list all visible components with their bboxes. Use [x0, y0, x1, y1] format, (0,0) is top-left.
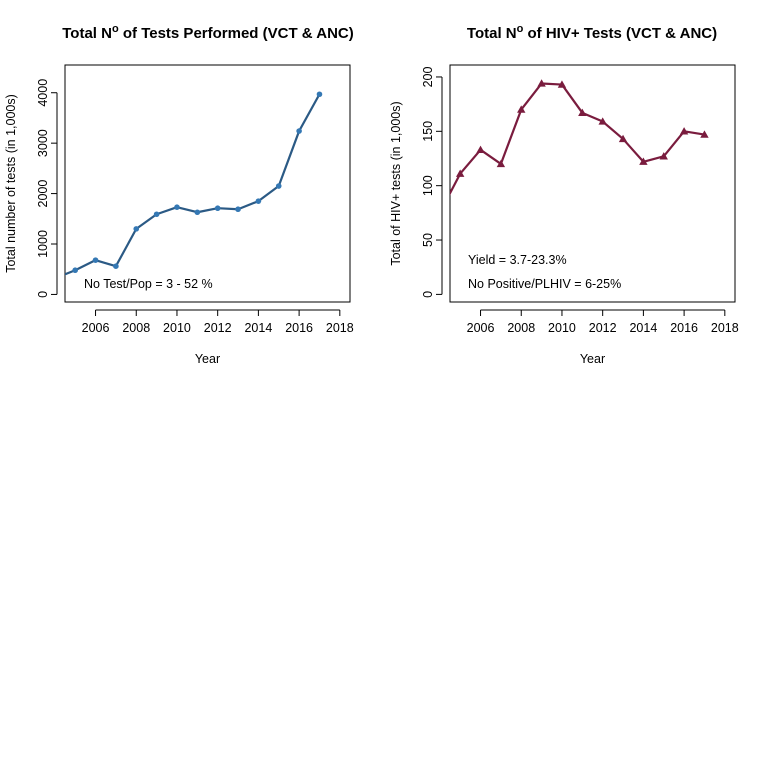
- data-point-2009: [537, 79, 546, 87]
- y-tick-label-200: 200: [421, 66, 435, 87]
- data-point-2012: [598, 117, 607, 125]
- x-tick-label-2006: 2006: [467, 321, 495, 335]
- chart-title-rest: of Tests Performed (VCT & ANC): [119, 25, 354, 42]
- x-tick-label-2014: 2014: [629, 321, 657, 335]
- y-tick-label-2000: 2000: [36, 180, 50, 208]
- x-tick-label-2010: 2010: [163, 321, 191, 335]
- chart-title-superscript: o: [112, 23, 119, 35]
- plot-area: [450, 79, 709, 196]
- data-point-2016: [296, 128, 302, 134]
- annotation-yield-3-7-23-3: Yield = 3.7-23.3%: [468, 253, 567, 267]
- x-tick-label-2012: 2012: [204, 321, 232, 335]
- x-tick-label-2018: 2018: [326, 321, 354, 335]
- x-tick-label-2016: 2016: [670, 321, 698, 335]
- chart-title: Total No of Tests Performed (VCT & ANC): [62, 23, 353, 42]
- annotation-no-test-pop-3-52: No Test/Pop = 3 - 52 %: [84, 277, 213, 291]
- data-point-2010: [557, 80, 567, 88]
- x-tick-label-2016: 2016: [285, 321, 313, 335]
- y-tick-label-0: 0: [421, 291, 435, 298]
- plot-frame: [449, 64, 736, 303]
- series-line-0: [65, 93, 321, 276]
- x-axis-label: Year: [580, 352, 605, 366]
- data-point-2017: [316, 91, 323, 98]
- data-point-2008: [517, 105, 526, 113]
- data-point-2007: [113, 263, 119, 269]
- data-point-2016: [679, 127, 689, 135]
- plot-frame: [64, 64, 351, 303]
- data-point-2014: [639, 157, 648, 165]
- y-axis-label: Total number of tests (in 1,000s): [4, 94, 18, 273]
- data-point-2015: [275, 183, 282, 189]
- y-tick-label-0: 0: [36, 291, 50, 298]
- chart-title-superscript: o: [517, 23, 524, 35]
- y-axis-label: Total of HIV+ tests (in 1,000s): [389, 101, 403, 265]
- data-point-2009: [153, 211, 160, 218]
- data-point-2013: [618, 134, 628, 143]
- y-tick-label-4000: 4000: [36, 79, 50, 107]
- x-tick-label-2008: 2008: [507, 321, 535, 335]
- chart-panel-hiv-positive-tests: Total No of HIV+ Tests (VCT & ANC) 2006 20…: [389, 23, 739, 366]
- data-point-2015: [659, 152, 668, 160]
- y-tick-label-50: 50: [421, 233, 435, 247]
- y-tick-label-1000: 1000: [36, 230, 50, 258]
- data-point-2013: [235, 206, 241, 213]
- data-point-2008: [133, 226, 140, 232]
- chart-panel-total-tests: Total No of Tests Performed (VCT & ANC) 2…: [4, 23, 354, 366]
- y-tick-label-100: 100: [421, 175, 435, 196]
- data-point-2007: [496, 159, 506, 168]
- x-tick-label-2006: 2006: [82, 321, 110, 335]
- chart-title: Total No of HIV+ Tests (VCT & ANC): [467, 23, 717, 42]
- x-tick-label-2018: 2018: [711, 321, 739, 335]
- y-tick-label-3000: 3000: [36, 129, 50, 157]
- x-tick-label-2008: 2008: [122, 321, 150, 335]
- data-point-2005: [455, 169, 465, 177]
- data-point-2010: [174, 204, 180, 210]
- plot-area: [65, 91, 323, 276]
- data-point-2005: [72, 267, 78, 274]
- x-axis-label: Year: [195, 352, 220, 366]
- data-point-2014: [255, 198, 262, 204]
- data-point-2006: [92, 257, 99, 263]
- data-point-2017: [700, 130, 709, 138]
- data-point-2011: [194, 209, 201, 216]
- x-tick-label-2010: 2010: [548, 321, 576, 335]
- x-tick-label-2014: 2014: [244, 321, 272, 335]
- data-point-2011: [578, 108, 587, 116]
- y-tick-label-150: 150: [421, 121, 435, 142]
- data-point-2012: [214, 205, 221, 212]
- chart-title-part: Total N: [62, 25, 112, 42]
- chart-title-rest: of HIV+ Tests (VCT & ANC): [523, 25, 717, 42]
- data-point-2006: [476, 145, 485, 153]
- x-tick-label-2012: 2012: [589, 321, 617, 335]
- annotation-no-positive-plhiv-6-25: No Positive/PLHIV = 6-25%: [468, 277, 621, 291]
- chart-title-part: Total N: [467, 25, 517, 42]
